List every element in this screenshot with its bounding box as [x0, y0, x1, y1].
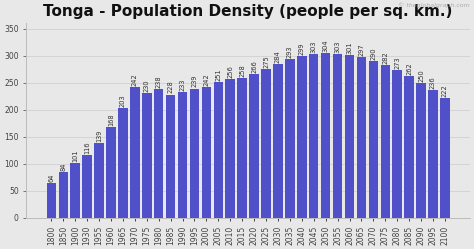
Bar	[201, 87, 211, 218]
Text: 282: 282	[382, 52, 388, 64]
Text: 273: 273	[394, 57, 400, 69]
Bar	[214, 82, 223, 218]
Text: 239: 239	[191, 75, 198, 87]
Title: Tonga - Population Density (people per sq. km.): Tonga - Population Density (people per s…	[44, 4, 453, 19]
Text: 238: 238	[155, 75, 162, 88]
Text: 116: 116	[84, 141, 90, 154]
Text: 203: 203	[120, 94, 126, 107]
Text: 64: 64	[48, 174, 55, 182]
Bar	[273, 64, 283, 218]
Bar	[94, 143, 104, 218]
Bar	[237, 78, 247, 218]
Text: 301: 301	[346, 41, 353, 54]
Text: 228: 228	[168, 81, 173, 93]
Bar	[440, 98, 450, 218]
Bar	[345, 55, 354, 218]
Text: 250: 250	[418, 69, 424, 81]
Bar	[226, 79, 235, 218]
Text: 256: 256	[227, 65, 233, 78]
Bar	[309, 54, 319, 218]
Bar	[178, 92, 187, 218]
Bar	[58, 172, 68, 218]
Text: 284: 284	[275, 50, 281, 63]
Bar	[428, 90, 438, 218]
Bar	[106, 127, 116, 218]
Bar	[381, 65, 390, 218]
Bar	[285, 59, 295, 218]
Bar	[297, 56, 307, 218]
Bar	[130, 87, 140, 218]
Bar	[321, 53, 330, 218]
Text: 262: 262	[406, 62, 412, 75]
Text: 139: 139	[96, 129, 102, 142]
Text: 101: 101	[72, 150, 78, 162]
Bar	[369, 61, 378, 218]
Text: 266: 266	[251, 60, 257, 73]
Text: 304: 304	[323, 40, 328, 52]
Text: 84: 84	[60, 163, 66, 171]
Text: 303: 303	[335, 40, 341, 53]
Text: © theglobalgraph.com: © theglobalgraph.com	[398, 2, 469, 8]
Text: 299: 299	[299, 43, 305, 55]
Bar	[142, 93, 152, 218]
Text: 236: 236	[430, 76, 436, 89]
Text: 222: 222	[442, 84, 448, 97]
Bar	[166, 95, 175, 218]
Text: 275: 275	[263, 55, 269, 68]
Text: 242: 242	[132, 73, 138, 86]
Bar	[118, 108, 128, 218]
Bar	[249, 74, 259, 218]
Text: 290: 290	[370, 47, 376, 60]
Bar	[46, 183, 56, 218]
Text: 233: 233	[180, 78, 185, 91]
Bar	[416, 83, 426, 218]
Text: 168: 168	[108, 113, 114, 126]
Text: 297: 297	[358, 44, 365, 56]
Bar	[71, 163, 80, 218]
Text: 230: 230	[144, 80, 150, 92]
Bar	[190, 89, 199, 218]
Text: 258: 258	[239, 64, 245, 77]
Bar	[404, 76, 414, 218]
Bar	[261, 69, 271, 218]
Bar	[392, 70, 402, 218]
Text: 303: 303	[311, 40, 317, 53]
Text: 293: 293	[287, 46, 293, 58]
Bar	[154, 89, 164, 218]
Text: 251: 251	[215, 68, 221, 81]
Text: 242: 242	[203, 73, 210, 86]
Bar	[333, 54, 342, 218]
Bar	[356, 57, 366, 218]
Bar	[82, 155, 92, 218]
